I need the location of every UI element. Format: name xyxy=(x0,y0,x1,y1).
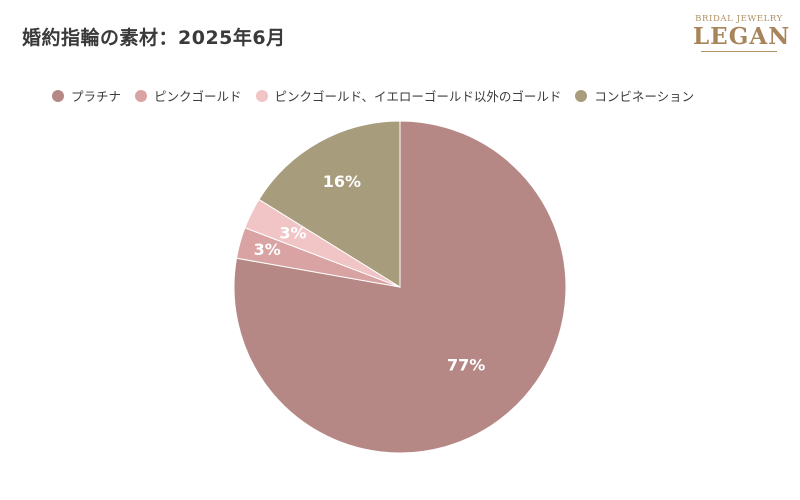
pie-slice-combination[interactable] xyxy=(258,120,401,288)
pie-value-label-pink-gold: 3% xyxy=(254,240,281,259)
chart-title: 婚約指輪の素材：2025年6月 xyxy=(22,27,286,49)
legend-label-platinum: プラチナ xyxy=(71,89,122,104)
pie-value-label-other-gold: 3% xyxy=(279,223,306,242)
legend-item-combination[interactable]: コンビネーション xyxy=(575,86,694,105)
logo-underline xyxy=(701,51,777,52)
brand-logo: BRIDAL JEWELRY LEGAN xyxy=(693,14,791,58)
logo-tagline: BRIDAL JEWELRY xyxy=(695,14,783,24)
legend-item-platinum[interactable]: プラチナ xyxy=(52,86,121,105)
legend-swatch-pink-gold xyxy=(135,89,148,102)
pie-slices xyxy=(233,120,567,454)
legend-swatch-platinum xyxy=(52,89,64,102)
chart-legend: プラチナ ピンクゴールド ピンクゴールド、イエローゴールド以外のゴールド コンビ… xyxy=(52,86,708,105)
legend-item-other-gold[interactable]: ピンクゴールド、イエローゴールド以外のゴールド xyxy=(255,86,562,105)
logo-name: LEGAN xyxy=(693,23,791,50)
legend-swatch-combination xyxy=(575,89,588,102)
pie-value-label-combination: 16% xyxy=(323,172,361,191)
pie-value-label-platinum: 77% xyxy=(447,355,485,374)
legend-label-other-gold: ピンクゴールド、イエローゴールド以外のゴールド xyxy=(274,89,562,104)
legend-item-pink-gold[interactable]: ピンクゴールド xyxy=(135,86,242,105)
legend-swatch-other-gold xyxy=(255,89,268,102)
legend-label-combination: コンビネーション xyxy=(594,89,695,104)
pie-slice-platinum[interactable] xyxy=(233,120,567,454)
pie-value-labels: 77% 3%3% 16% xyxy=(254,172,486,374)
legend-label-pink-gold: ピンクゴールド xyxy=(154,89,242,104)
